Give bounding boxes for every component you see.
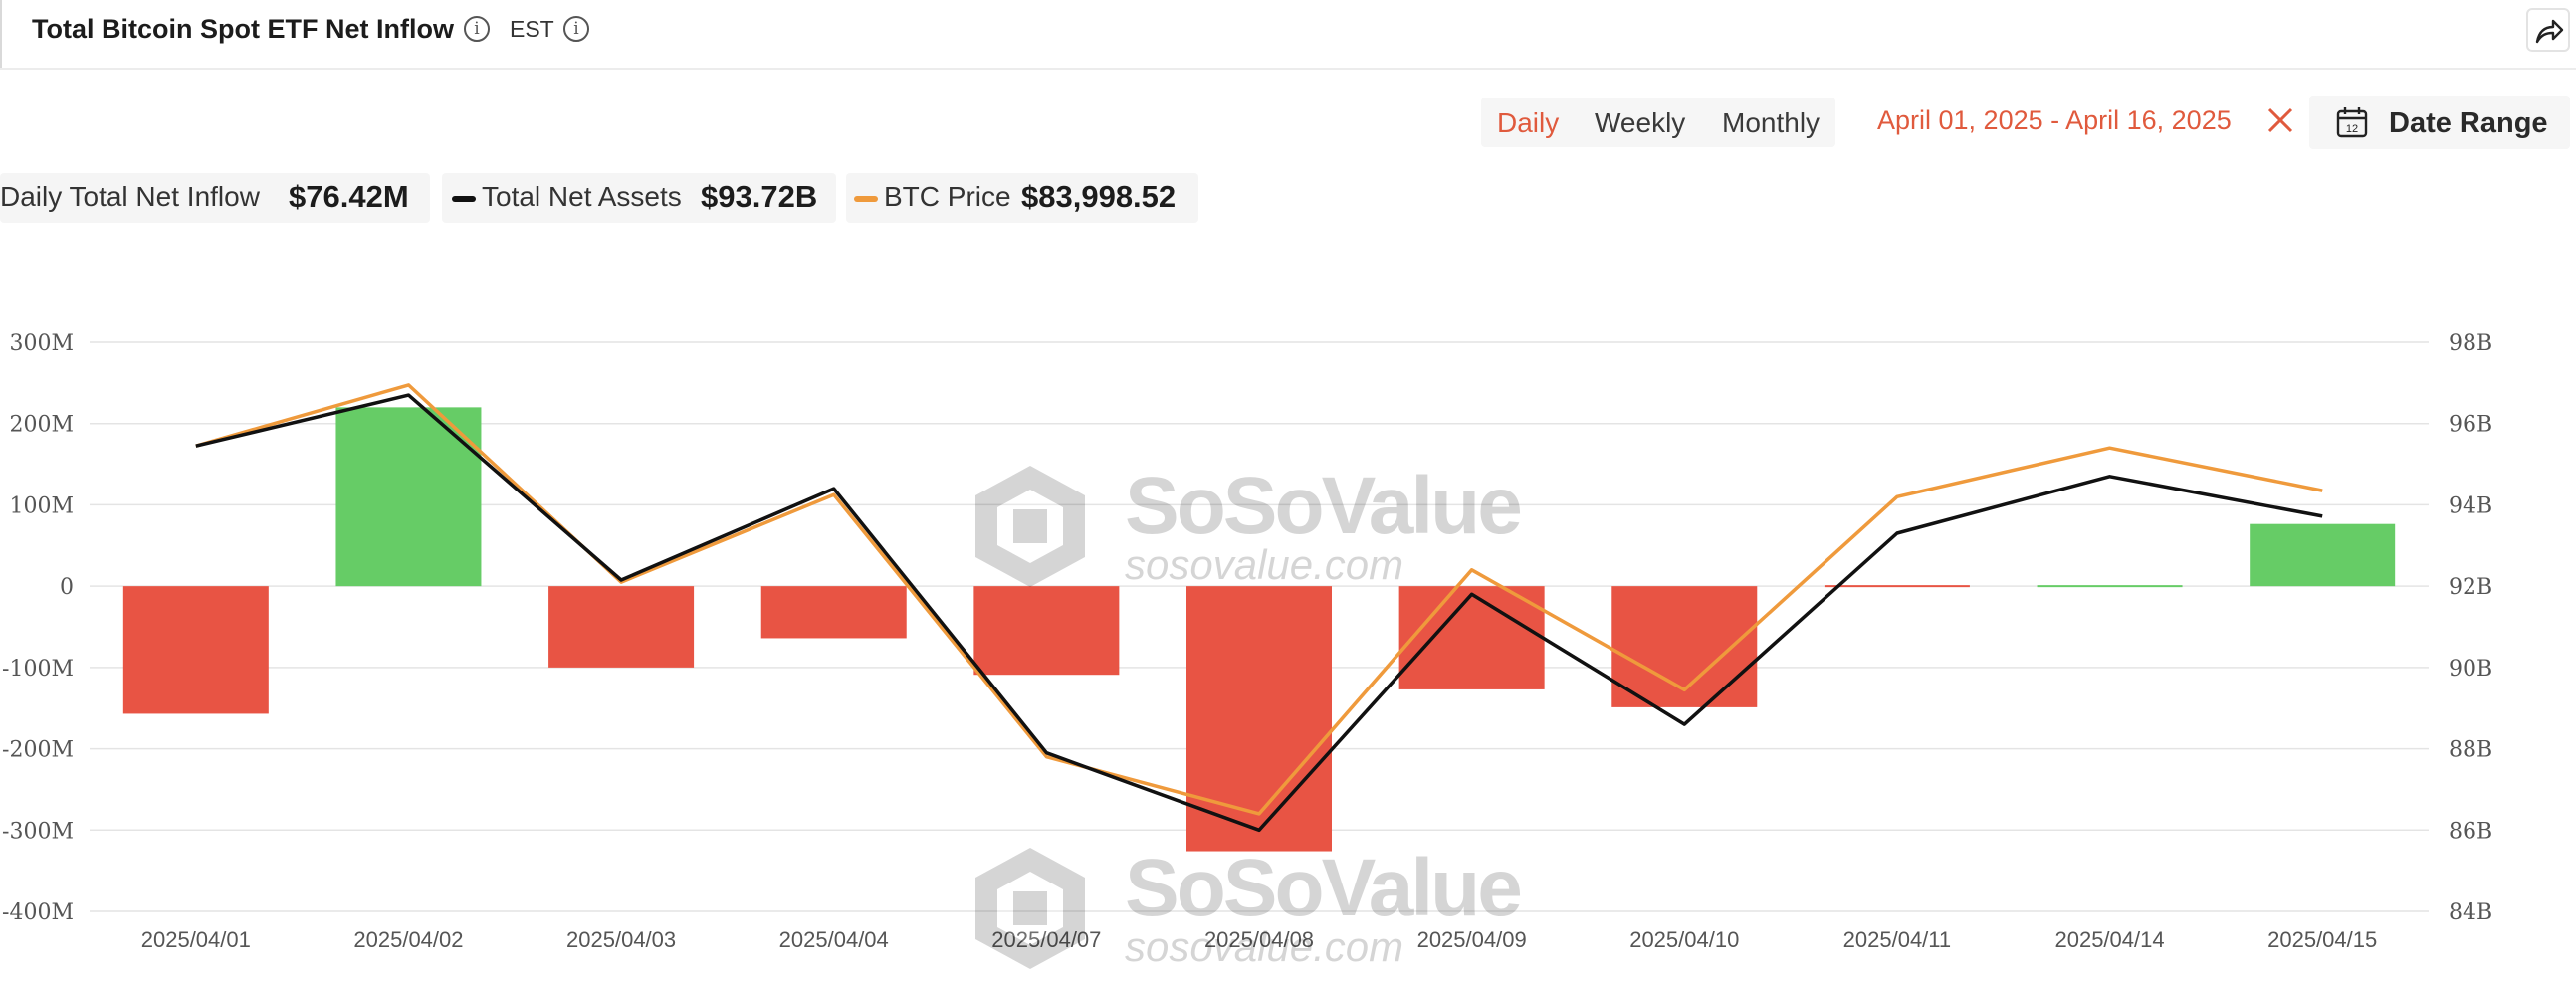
header-divider <box>0 0 2 68</box>
period-daily[interactable]: Daily <box>1497 107 1560 138</box>
x-tick-label: 2025/04/03 <box>566 927 676 951</box>
watermark-logo-icon <box>975 466 1085 587</box>
x-tick-label: 2025/04/02 <box>353 927 463 951</box>
inflow-bar <box>2037 585 2183 588</box>
inflow-bar <box>122 586 269 714</box>
x-tick-label: 2025/04/15 <box>2267 927 2377 951</box>
inflow-bar <box>1186 586 1332 852</box>
legend-inflow-label: Daily Total Net Inflow <box>0 181 260 212</box>
inflow-bar <box>973 586 1120 676</box>
chart-header: Total Bitcoin Spot ETF Net Inflow i EST … <box>0 0 2576 70</box>
y-left-tick-label: -400M <box>2 900 74 925</box>
y-right-tick-label: 94B <box>2449 493 2492 518</box>
legend-inflow-value: $76.42M <box>289 179 409 214</box>
y-left-tick-label: -300M <box>2 819 74 844</box>
legend-inflow[interactable]: Daily Total Net Inflow $76.42M <box>0 173 430 223</box>
timezone-label: EST <box>510 16 554 42</box>
date-range-button[interactable]: 12 Date Range <box>2309 96 2570 149</box>
y-right-tick-label: 86B <box>2449 819 2492 844</box>
date-range-text[interactable]: April 01, 2025 - April 16, 2025 <box>1877 105 2232 135</box>
clear-range-icon[interactable] <box>2265 105 2295 135</box>
legend-price-swatch <box>854 196 878 202</box>
legend-assets-value: $93.72B <box>701 179 818 214</box>
legend-assets[interactable]: Total Net Assets $93.72B <box>442 173 836 223</box>
y-right-tick-label: 98B <box>2449 331 2492 356</box>
inflow-bar <box>1824 585 1970 588</box>
y-right-tick-label: 96B <box>2449 413 2492 438</box>
period-monthly[interactable]: Monthly <box>1722 107 1821 138</box>
legend-assets-label: Total Net Assets <box>482 181 682 212</box>
y-right-tick-label: 84B <box>2449 900 2492 925</box>
share-icon <box>2535 19 2564 44</box>
x-tick-label: 2025/04/14 <box>2054 927 2164 951</box>
watermark: SoSoValue sosovalue.com <box>966 460 1563 599</box>
x-tick-label: 2025/04/10 <box>1629 927 1739 951</box>
y-left-tick-label: -200M <box>2 738 74 763</box>
legend-price-label: BTC Price <box>884 181 1011 212</box>
y-right-tick-label: 92B <box>2449 575 2492 600</box>
x-tick-label: 2025/04/01 <box>141 927 251 951</box>
inflow-bar <box>548 586 695 668</box>
y-left-tick-label: 0 <box>60 575 74 600</box>
date-range-label: Date Range <box>2389 107 2548 139</box>
y-left-tick-label: 200M <box>9 413 74 438</box>
y-left-tick-label: -100M <box>2 657 74 682</box>
total-net-assets-line <box>195 393 2323 833</box>
period-weekly[interactable]: Weekly <box>1595 107 1686 138</box>
inflow-bar <box>1398 586 1545 689</box>
watermark-lower-logo-icon <box>975 848 1085 969</box>
timezone-info-icon[interactable]: i <box>563 16 589 42</box>
chart-plot[interactable]: 300M 200M 100M 0 -100M -200M -300M -400M 98B 96B 9… <box>0 298 2576 951</box>
x-tick-label: 2025/04/07 <box>991 927 1101 951</box>
inflow-bar <box>2250 523 2396 587</box>
y-right-tick-label: 90B <box>2449 657 2492 682</box>
chart-title: Total Bitcoin Spot ETF Net Inflow <box>32 14 454 44</box>
x-tick-label: 2025/04/04 <box>779 927 889 951</box>
watermark-lower: SoSoValue sosovalue.com <box>966 842 1563 981</box>
watermark-url: sosovalue.com <box>1125 541 1404 588</box>
y-left-tick-label: 300M <box>9 331 74 356</box>
legend-price[interactable]: BTC Price $83,998.52 <box>846 173 1198 223</box>
x-tick-label: 2025/04/08 <box>1204 927 1314 951</box>
title-info-icon[interactable]: i <box>464 16 490 42</box>
watermark-lower-brand: SoSoValue <box>1125 843 1523 933</box>
period-toggle: Daily Weekly Monthly <box>1481 98 1835 147</box>
x-tick-label: 2025/04/09 <box>1417 927 1527 951</box>
legend-price-value: $83,998.52 <box>1021 179 1177 214</box>
watermark-lower-url: sosovalue.com <box>1125 923 1404 970</box>
x-tick-label: 2025/04/11 <box>1843 927 1951 951</box>
legend-assets-swatch <box>452 196 476 202</box>
calendar-day: 12 <box>2346 123 2358 135</box>
y-left-tick-label: 100M <box>9 493 74 518</box>
y-right-tick-label: 88B <box>2449 738 2492 763</box>
share-button[interactable] <box>2526 8 2570 52</box>
watermark-brand: SoSoValue <box>1125 461 1523 551</box>
inflow-bar <box>760 586 907 639</box>
calendar-icon: 12 <box>2336 107 2368 138</box>
